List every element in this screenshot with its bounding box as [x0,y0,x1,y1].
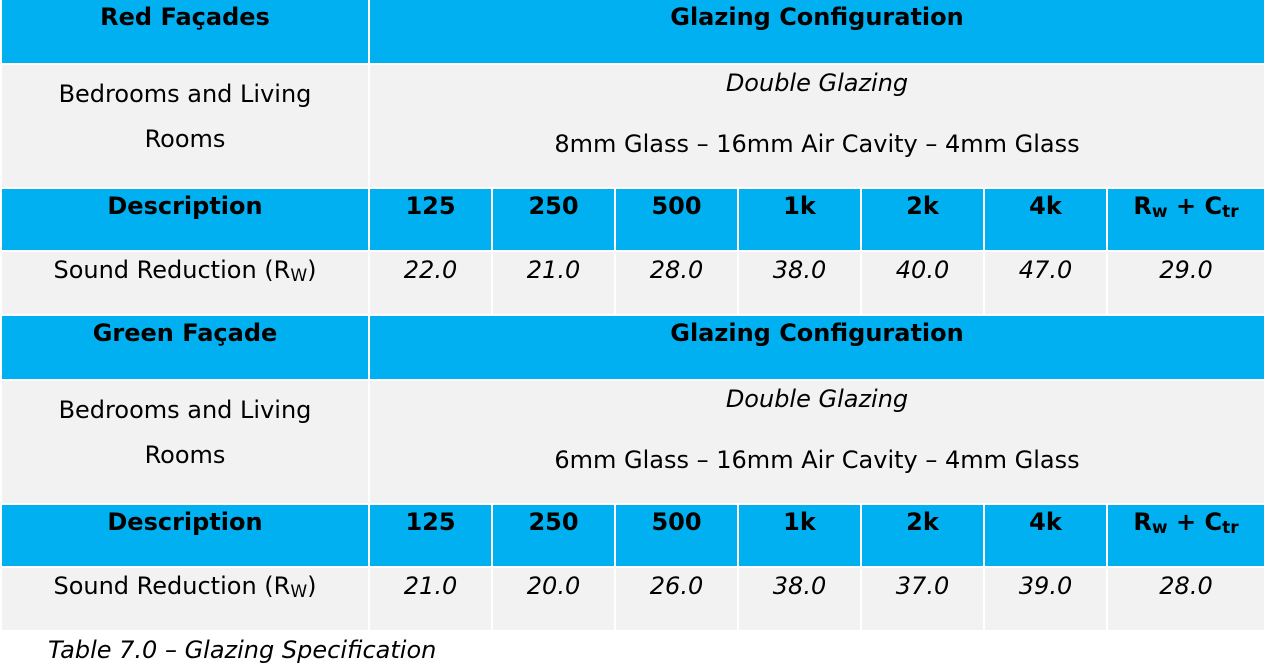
band-4k: 4k [1029,508,1062,536]
value-125: 22.0 [403,256,458,284]
facade-title: Red Façades [100,3,270,31]
band-250: 250 [528,192,579,220]
value-1k: 38.0 [772,572,827,600]
rating-header: Rw + Ctr [1133,192,1239,222]
value-2k: 37.0 [895,572,950,600]
glazing-type: Double Glazing [725,385,909,413]
rating-value: 29.0 [1159,256,1213,284]
glazing-cell: Double Glazing 6mm Glass – 16mm Air Cavi… [370,381,1264,503]
sound-reduction-row: Sound Reduction (RW) 21.0 20.0 26.0 38.0… [2,568,1264,630]
row-label: Sound Reduction (RW) [53,256,317,286]
band-250: 250 [528,508,579,536]
glazing-type: Double Glazing [725,69,909,97]
config-header: Glazing Configuration [670,319,964,347]
table-caption: Table 7.0 – Glazing Specification [48,636,437,664]
band-header-row: Description 125 250 500 1k 2k 4k Rw + Ct… [2,505,1264,566]
rating-value: 28.0 [1159,572,1213,600]
band-4k: 4k [1029,192,1062,220]
rating-header: Rw + Ctr [1133,508,1239,538]
band-header-row: Description 125 250 500 1k 2k 4k Rw + Ct… [2,189,1264,250]
config-row: Bedrooms and Living Rooms Double Glazing… [2,381,1264,503]
glazing-spec: 8mm Glass – 16mm Air Cavity – 4mm Glass [554,130,1080,158]
config-row: Bedrooms and Living Rooms Double Glazing… [2,65,1264,187]
glazing-spec: 6mm Glass – 16mm Air Cavity – 4mm Glass [554,446,1080,474]
value-2k: 40.0 [895,256,950,284]
band-2k: 2k [906,192,939,220]
sound-reduction-row: Sound Reduction (RW) 22.0 21.0 28.0 38.0… [2,252,1264,314]
band-1k: 1k [783,192,816,220]
header-row: Red Façades Glazing Configuration [2,0,1264,63]
value-500: 26.0 [649,572,704,600]
description-header: Description [107,508,263,536]
band-500: 500 [651,192,702,220]
description-header: Description [107,192,263,220]
row-label: Sound Reduction (RW) [53,572,317,602]
config-header: Glazing Configuration [670,3,964,31]
glazing-cell: Double Glazing 8mm Glass – 16mm Air Cavi… [370,65,1264,187]
band-1k: 1k [783,508,816,536]
room-type: Bedrooms and Living Rooms [58,396,312,469]
value-1k: 38.0 [772,256,827,284]
band-125: 125 [405,508,456,536]
value-500: 28.0 [649,256,704,284]
band-2k: 2k [906,508,939,536]
facade-title: Green Façade [92,319,278,347]
room-type: Bedrooms and Living Rooms [58,80,312,153]
value-4k: 39.0 [1018,572,1073,600]
value-250: 21.0 [526,256,581,284]
band-125: 125 [405,192,456,220]
value-250: 20.0 [526,572,581,600]
value-125: 21.0 [403,572,458,600]
value-4k: 47.0 [1018,256,1073,284]
band-500: 500 [651,508,702,536]
header-row: Green Façade Glazing Configuration [2,316,1264,379]
